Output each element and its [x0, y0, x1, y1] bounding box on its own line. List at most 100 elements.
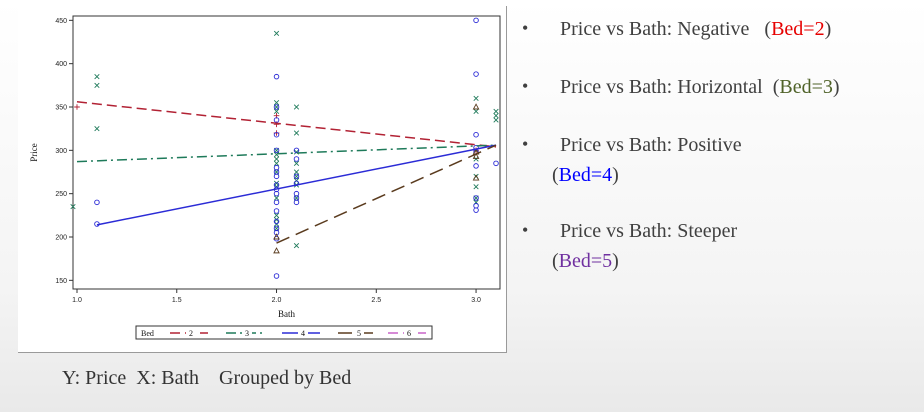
data-point-bed-3	[70, 204, 76, 210]
x-tick-label: 2.0	[272, 297, 282, 304]
data-point-bed-5	[472, 174, 480, 181]
paren-close: )	[612, 164, 619, 186]
data-point-bed-4	[273, 218, 280, 225]
data-point-bed-4	[473, 163, 479, 169]
y-axis-label: Price	[29, 143, 39, 162]
data-point-bed-4	[293, 156, 300, 162]
data-point-bed-3	[473, 156, 479, 162]
bullet-dot: •	[522, 134, 529, 154]
data-point-bed-4	[473, 17, 479, 24]
bullet-subtext: (Bed=4)	[552, 164, 619, 187]
data-point-bed-4	[273, 173, 280, 180]
legend-label-bg	[298, 328, 308, 338]
y-tick-label: 200	[55, 235, 67, 242]
data-point-bed-4	[473, 207, 479, 213]
y-tick-label: 350	[55, 105, 67, 112]
data-point-bed-3	[273, 108, 280, 114]
x-axis-label: Bath	[278, 309, 295, 319]
data-point-bed-3	[94, 82, 100, 88]
y-tick-label: 150	[55, 278, 67, 285]
y-tick-label: 250	[55, 191, 67, 198]
data-point-bed-3	[273, 30, 280, 36]
y-tick-label: 300	[55, 148, 67, 155]
data-point-bed-4	[273, 190, 280, 197]
fit-line-bed-2	[76, 101, 497, 148]
data-point-bed-3	[293, 169, 300, 175]
data-point-bed-3	[293, 130, 300, 136]
plot-svg: 150 200 250 300 350 400 450 1.0 1.5 2.0 2.5 3.0 Bath…	[29, 15, 501, 340]
scatter-chart: 150 200 250 300 350 400 450 1.0 1.5 2.0 2.5 3.0 Bath…	[18, 6, 507, 353]
data-point-bed-5	[273, 247, 280, 254]
y-tick-label: 400	[55, 61, 67, 68]
y-tick-label: 450	[55, 18, 67, 25]
data-point-bed-4	[273, 117, 280, 123]
legend-label-bed-4: 4	[301, 329, 305, 338]
bullet-lead: Price vs Bath: Horizontal	[560, 76, 763, 98]
data-point-bed-4	[273, 73, 280, 80]
legend-label-bed-3: 3	[245, 329, 249, 338]
bullet-group: Bed=5	[558, 250, 613, 272]
data-point-bed-4	[273, 147, 280, 154]
x-tick-label: 3.0	[471, 297, 481, 304]
data-point-bed-4	[273, 131, 280, 138]
data-point-bed-3	[273, 195, 280, 201]
data-point-bed-4	[273, 208, 280, 214]
data-point-bed-2	[74, 104, 80, 110]
bullet-group: Bed=4	[558, 164, 613, 186]
legend-label-bg	[242, 328, 252, 338]
data-point-bed-3	[493, 117, 499, 123]
data-point-bed-3	[473, 108, 479, 114]
data-point-bed-3	[293, 243, 300, 249]
data-point-bed-3	[94, 126, 100, 132]
legend-label-bg	[354, 328, 364, 338]
legend-label-bed-6: 6	[407, 329, 411, 338]
paren-open: (	[552, 164, 559, 186]
legend-label-bed-2: 2	[189, 329, 193, 338]
bullet-text: Price vs Bath: Horizontal (Bed=3)	[560, 76, 840, 99]
bullet-lead: Price vs Bath: Negative	[560, 18, 750, 40]
data-point-bed-3	[493, 113, 499, 119]
paren-close: )	[832, 76, 840, 98]
data-point-bed-3	[473, 95, 479, 101]
fit-line-bed-4	[96, 144, 497, 226]
bullet-group: Bed=3	[779, 76, 833, 98]
bullet-text: Price vs Bath: Steeper	[560, 220, 738, 242]
data-point-bed-3	[273, 212, 280, 218]
legend-label-bg	[186, 328, 196, 338]
data-point-bed-4	[473, 195, 479, 201]
data-point-bed-4	[273, 104, 280, 110]
data-point-bed-4	[293, 147, 300, 154]
data-point-bed-5	[273, 233, 280, 240]
data-point-bed-3	[273, 100, 280, 106]
bullet-dot: •	[522, 220, 529, 240]
fit-line-bed-5	[276, 144, 497, 244]
bullet-group: Bed=2	[771, 18, 825, 40]
legend-label-bg	[404, 328, 414, 338]
data-point-bed-4	[293, 199, 300, 206]
data-point-bed-3	[94, 74, 100, 80]
bullet-text: Price vs Bath: Negative (Bed=2)	[560, 18, 831, 41]
bullet-subtext: (Bed=5)	[552, 250, 619, 273]
data-point-bed-3	[293, 160, 300, 166]
plot-area-frame	[72, 15, 501, 290]
data-point-bed-3	[273, 217, 280, 223]
data-point-bed-4	[273, 273, 280, 279]
data-point-bed-3	[273, 156, 280, 162]
data-point-bed-3	[473, 184, 479, 190]
data-point-bed-4	[473, 71, 479, 77]
x-tick-label: 1.0	[72, 297, 82, 304]
paren-open: (	[552, 250, 559, 272]
bullet-text: Price vs Bath: Positive	[560, 134, 742, 156]
x-tick-label: 2.5	[371, 297, 381, 304]
data-point-bed-4	[273, 199, 280, 206]
slide-caption: Y: Price X: Bath Grouped by Bed	[62, 367, 352, 389]
paren-open: (	[764, 18, 772, 40]
paren-close: )	[612, 250, 619, 272]
fit-line-bed-3	[76, 144, 497, 163]
paren-close: )	[824, 18, 832, 40]
x-tick-label: 1.5	[172, 297, 182, 304]
data-point-bed-4	[493, 160, 499, 167]
data-point-bed-5	[472, 103, 480, 110]
legend-title: Bed	[141, 329, 154, 338]
data-point-bed-5	[472, 152, 480, 159]
